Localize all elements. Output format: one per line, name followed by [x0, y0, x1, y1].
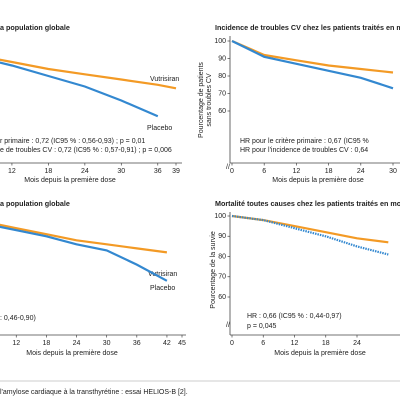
series-label: Vutrisiran [150, 76, 179, 83]
x-axis-label: Mois depuis la première dose [24, 177, 116, 184]
annotation: HR pour l'incidence de troubles CV : 0,6… [240, 147, 368, 154]
x-tick-label: 24 [73, 340, 81, 347]
x-tick-label: 6 [261, 340, 265, 347]
series-line [0, 61, 159, 118]
y-axis-label: Pourcentage de la survie [210, 231, 217, 309]
x-tick-label: 6 [262, 168, 266, 175]
y-tick-label: 100 [214, 213, 226, 220]
x-tick-label: 24 [357, 168, 365, 175]
series-label: Placebo [147, 125, 172, 132]
x-tick-label: 12 [291, 340, 299, 347]
x-tick-label: 24 [81, 168, 89, 175]
x-tick-label: 36 [133, 340, 141, 347]
x-tick-label: 42 [163, 340, 171, 347]
x-tick-label: 12 [12, 340, 20, 347]
axis-break: // [226, 164, 230, 171]
x-axis-label: Mois depuis la première dose [26, 350, 118, 357]
x-tick-label: 24 [353, 340, 361, 347]
series-line [231, 40, 394, 90]
y-axis-label: Pourcentage de patients [198, 62, 205, 138]
x-axis-label: Mois depuis la première dose [272, 177, 364, 184]
series-line [231, 214, 389, 256]
series-label: Placebo [150, 285, 175, 292]
y-tick-label: 90 [218, 55, 226, 62]
annotation: : 0,46-0,90) [0, 315, 36, 322]
x-tick-label: 18 [325, 168, 333, 175]
y-tick-label: 100 [214, 38, 226, 45]
annotation: p = 0,045 [247, 323, 276, 330]
caption: l'amylose cardiaque à la transthyrétine … [0, 389, 188, 396]
chart-title: Incidence de troubles CV chez les patien… [215, 23, 400, 32]
x-tick-label: 36 [154, 168, 162, 175]
x-tick-label: 18 [322, 340, 330, 347]
series-line [231, 39, 394, 74]
x-axis-label: Mois depuis la première dose [274, 350, 366, 357]
annotation: HR pour le critère primaire : 0,67 (IC95… [240, 138, 369, 145]
y-tick-label: 70 [218, 90, 226, 97]
annotation: e de troubles CV : 0,72 (IC95 % : 0,57-0… [0, 147, 172, 154]
series-label: Vutrisiran [148, 271, 177, 278]
y-tick-label: 90 [218, 233, 226, 240]
y-tick-label: 80 [218, 73, 226, 80]
x-tick-label: 12 [8, 168, 16, 175]
x-tick-label: 18 [44, 168, 52, 175]
y-tick-label: 80 [218, 253, 226, 260]
series-line [0, 225, 168, 282]
x-tick-label: 39 [172, 168, 180, 175]
chart-title: a population globale [0, 23, 70, 32]
x-tick-label: 45 [178, 340, 186, 347]
y-tick-label: 60 [218, 294, 226, 301]
y-tick-label: 70 [218, 274, 226, 281]
axis-break: // [226, 322, 230, 329]
x-tick-label: 12 [293, 168, 301, 175]
y-axis-label: sans troubles CV [206, 73, 213, 127]
annotation: r primaire : 0,72 (IC95 % : 0,56-0,93) ;… [0, 138, 145, 145]
annotation: HR : 0,66 (IC95 % : 0,44-0,97) [247, 313, 342, 320]
x-tick-label: 30 [389, 168, 397, 175]
x-tick-label: 30 [117, 168, 125, 175]
x-tick-label: 30 [103, 340, 111, 347]
series-line [0, 58, 177, 90]
x-tick-label: 0 [230, 168, 234, 175]
chart-title: a population globale [0, 199, 70, 208]
series-line [0, 223, 168, 254]
x-tick-label: 18 [43, 340, 51, 347]
chart-title: Mortalité toutes causes chez les patient… [215, 199, 400, 208]
y-tick-label: 60 [218, 108, 226, 115]
x-tick-label: 0 [230, 340, 234, 347]
